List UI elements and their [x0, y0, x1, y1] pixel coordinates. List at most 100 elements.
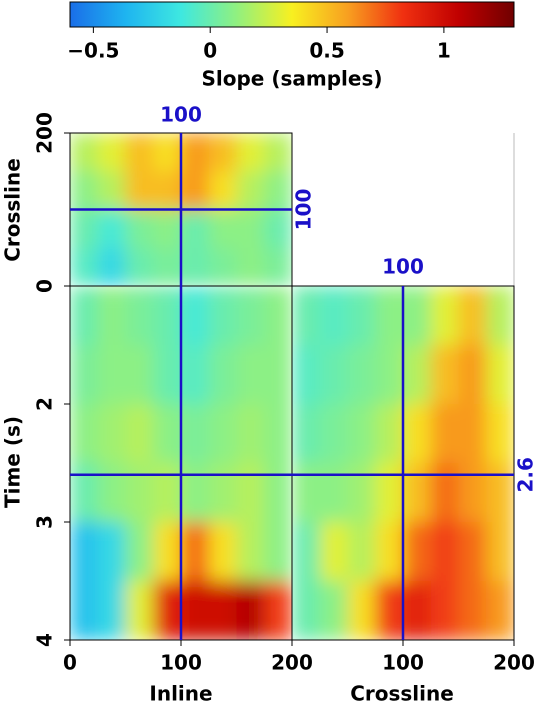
pixel: [264, 247, 292, 286]
pixel: [208, 247, 237, 286]
pixel: [153, 247, 182, 286]
pixel: [125, 286, 154, 346]
pixel: [430, 286, 459, 346]
image: [70, 133, 292, 286]
pixel: [430, 522, 459, 582]
pixel: [70, 209, 99, 249]
pixel: [153, 209, 182, 249]
pixel: [181, 247, 210, 286]
pixel: [486, 345, 514, 405]
pixel: [264, 286, 292, 346]
colorbar-tick-label: 0: [203, 39, 217, 63]
colorbar-tick-label: −0.5: [67, 39, 119, 63]
y-tick-label: 4: [33, 633, 57, 647]
pixel: [236, 463, 265, 523]
pixel: [375, 286, 404, 346]
pixel: [486, 463, 514, 523]
pixel: [125, 581, 154, 640]
pixel: [125, 209, 154, 249]
x-tick-label: 200: [271, 651, 313, 675]
pixel: [153, 522, 182, 582]
pixel: [125, 247, 154, 286]
image: [70, 286, 292, 640]
pixel: [347, 581, 376, 640]
pixel: [236, 171, 265, 210]
pixel: [264, 133, 292, 172]
colorbar: [69, 1, 515, 28]
pixel: [375, 345, 404, 405]
pixel: [70, 133, 99, 172]
x-tick-label: 200: [493, 651, 535, 675]
pixel: [125, 463, 154, 523]
y-axis-label: Time (s): [1, 416, 25, 508]
pixel: [181, 404, 210, 464]
pixel: [97, 345, 126, 405]
panel-side: [292, 286, 514, 640]
pixel: [375, 581, 404, 640]
panel-top: [70, 133, 292, 286]
pixel: [70, 171, 99, 210]
pixel: [208, 345, 237, 405]
pixel: [70, 345, 99, 405]
pixel: [458, 463, 487, 523]
pixel: [153, 404, 182, 464]
pixel: [208, 581, 237, 640]
pixel: [264, 209, 292, 249]
pixel: [97, 463, 126, 523]
x-tick-label: 0: [63, 651, 77, 675]
pixel: [292, 581, 321, 640]
pixel: [181, 463, 210, 523]
pixel: [97, 209, 126, 249]
pixel: [153, 286, 182, 346]
x-tick-label: 100: [160, 651, 202, 675]
pixel: [403, 522, 432, 582]
pixel: [208, 209, 237, 249]
pixel: [458, 404, 487, 464]
pixel: [153, 463, 182, 523]
pixel: [153, 133, 182, 172]
pixel: [264, 404, 292, 464]
pixel: [292, 522, 321, 582]
pixel: [292, 463, 321, 523]
pixel: [319, 581, 348, 640]
pixel: [181, 581, 210, 640]
pixel: [153, 171, 182, 210]
pixel: [97, 171, 126, 210]
pixel: [236, 404, 265, 464]
pixel: [430, 345, 459, 405]
pixel: [97, 404, 126, 464]
colorbar-tick-label: 1: [437, 39, 451, 63]
y-tick-label: 200: [33, 112, 57, 154]
pixel: [97, 133, 126, 172]
pixel: [430, 581, 459, 640]
pixel: [97, 286, 126, 346]
pixel: [403, 581, 432, 640]
pixel: [153, 581, 182, 640]
pixel: [319, 522, 348, 582]
pixel: [292, 345, 321, 405]
x-axis-label: Crossline: [350, 682, 454, 706]
pixel: [403, 286, 432, 346]
image: [292, 286, 514, 640]
pixel: [236, 209, 265, 249]
pixel: [375, 404, 404, 464]
pixel: [181, 286, 210, 346]
pixel: [125, 404, 154, 464]
pixel: [236, 133, 265, 172]
pixel: [181, 209, 210, 249]
pixel: [70, 522, 99, 582]
pixel: [403, 404, 432, 464]
pixel: [236, 522, 265, 582]
y-tick-label: 0: [33, 279, 57, 293]
x-axis-label: Inline: [149, 682, 212, 706]
pixel: [264, 581, 292, 640]
pixel: [236, 286, 265, 346]
pixel: [292, 286, 321, 346]
slice-label: 100: [160, 103, 202, 127]
pixel: [319, 404, 348, 464]
pixel: [486, 286, 514, 346]
pixel: [430, 404, 459, 464]
pixel: [97, 522, 126, 582]
pixel: [181, 133, 210, 172]
pixel: [125, 171, 154, 210]
